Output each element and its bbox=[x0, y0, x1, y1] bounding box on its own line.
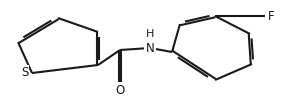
Text: H: H bbox=[146, 29, 154, 39]
Text: O: O bbox=[115, 83, 125, 97]
Text: F: F bbox=[268, 10, 275, 22]
Text: S: S bbox=[21, 67, 28, 79]
Text: N: N bbox=[146, 41, 154, 55]
